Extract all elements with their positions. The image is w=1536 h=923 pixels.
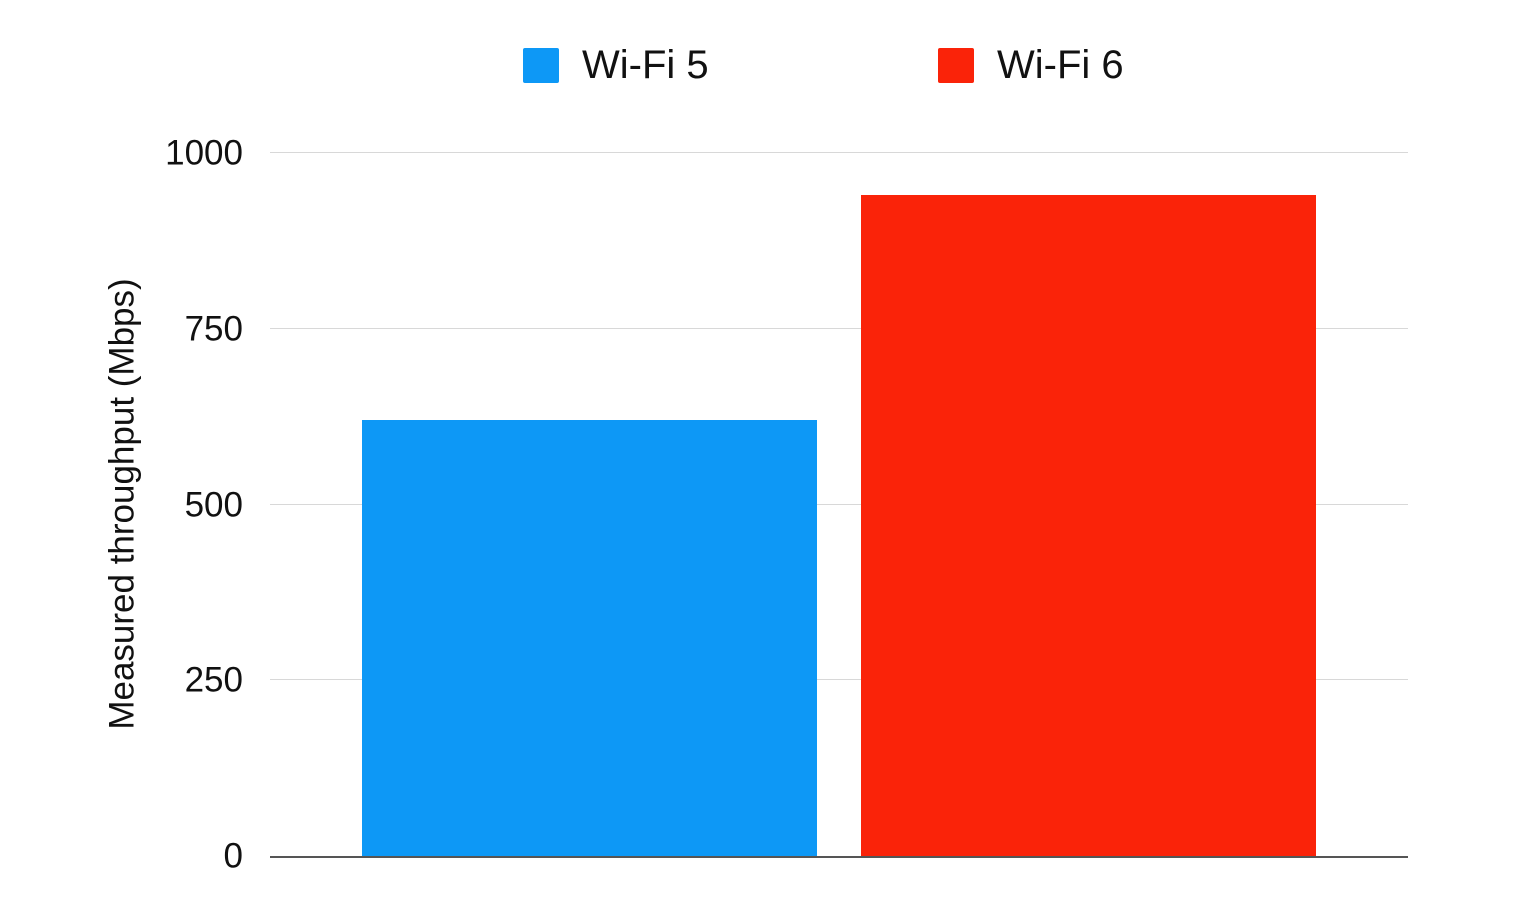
- legend-swatch-wi-fi-5: [523, 47, 559, 83]
- y-tick-label-250: 250: [184, 660, 243, 700]
- gridline-750: [270, 327, 1408, 329]
- bar-wi-fi-5: [362, 420, 817, 856]
- gridline-250: [270, 679, 1408, 681]
- gridline-1000: [270, 152, 1408, 153]
- y-tick-label-0: 0: [223, 836, 243, 876]
- legend-label-wi-fi-5: Wi-Fi 5: [582, 43, 709, 87]
- legend-label-wi-fi-6: Wi-Fi 6: [997, 43, 1124, 87]
- y-tick-label-1000: 1000: [165, 133, 243, 173]
- legend-item-wi-fi-6: Wi-Fi 6: [938, 45, 1124, 85]
- legend-swatch-wi-fi-6: [938, 47, 974, 83]
- y-tick-label-750: 750: [184, 309, 243, 349]
- bar-wi-fi-6: [861, 195, 1316, 856]
- plot-area: 0 250 500 750 1000: [165, 136, 1408, 874]
- legend-item-wi-fi-5: Wi-Fi 5: [523, 45, 709, 85]
- y-axis-title: Measured throughput (Mbps): [102, 278, 142, 730]
- gridline-500: [270, 503, 1408, 505]
- y-tick-label-500: 500: [184, 485, 243, 524]
